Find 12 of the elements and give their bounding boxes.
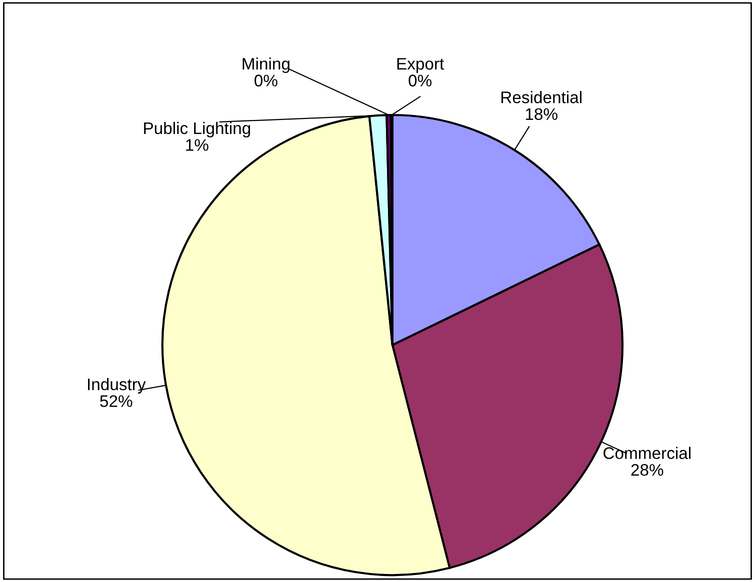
slice-label: Residential <box>501 91 582 104</box>
data-label: 0% <box>254 74 278 86</box>
slice-label: Export <box>397 58 444 74</box>
data-label: 28% <box>631 464 664 476</box>
data-label: 1% <box>186 139 208 151</box>
slice-label: Industry <box>88 378 146 394</box>
slice-label: Commercial <box>604 446 690 460</box>
data-label: 18% <box>526 108 558 120</box>
data-label: 52% <box>100 395 132 408</box>
data-label: 0% <box>408 74 432 86</box>
slice-label: Mining <box>242 57 290 74</box>
slice-label: Public Lighting <box>144 122 250 138</box>
